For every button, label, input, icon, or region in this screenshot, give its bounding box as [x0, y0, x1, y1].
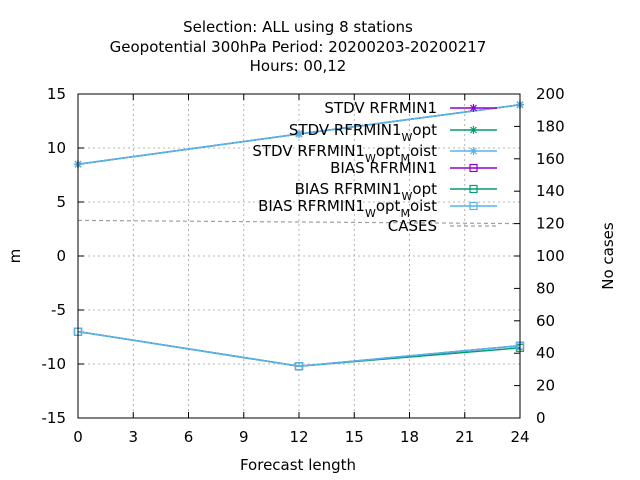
data-point: [295, 129, 303, 138]
legend-label-subscript: M: [400, 207, 410, 220]
legend-label-text: STDV RFRMIN1: [289, 121, 402, 139]
legend-label-text: oist: [410, 197, 437, 215]
legend-label: STDV RFRMIN1WoptMoist: [252, 142, 437, 165]
y2-tick-label: 120: [536, 215, 565, 233]
series-6: [77, 219, 521, 225]
legend-entry-4: BIAS RFRMIN1Wopt: [295, 180, 497, 203]
chart-title-line-2: Geopotential 300hPa Period: 20200203-202…: [110, 38, 487, 56]
legend-label-text: opt: [412, 121, 437, 139]
x-tick-label: 24: [510, 428, 529, 446]
y2-tick-label: 60: [536, 312, 555, 330]
tick-marks: [77, 93, 521, 419]
y2-tick-label: 0: [536, 409, 546, 427]
y-tick-label: 10: [47, 139, 66, 157]
legend-label-text: BIAS RFRMIN1: [258, 197, 365, 215]
series-line: [77, 219, 521, 225]
legend-entry-3: BIAS RFRMIN1: [330, 159, 497, 177]
x-tick-label: 9: [239, 428, 249, 446]
legend-label-subscript: W: [365, 152, 376, 165]
legend-label-text: oist: [410, 142, 437, 160]
y-tick-label: -15: [42, 409, 67, 427]
y2-tick-label: 20: [536, 377, 555, 395]
y-tick-label: 0: [56, 247, 66, 265]
legend-label-text: CASES: [388, 217, 437, 235]
legend-label: STDV RFRMIN1Wopt: [289, 121, 437, 144]
legend-entry-6: CASES: [388, 217, 497, 235]
legend-sample-marker: [469, 126, 478, 134]
x-tick-label: 0: [73, 428, 83, 446]
y2-tick-label: 140: [536, 182, 565, 200]
legend-label-text: BIAS RFRMIN1: [295, 180, 402, 198]
x-tick-label: 18: [400, 428, 419, 446]
x-tick-label: 6: [184, 428, 194, 446]
legend-label-subscript: W: [402, 190, 413, 203]
x-tick-label: 12: [289, 428, 308, 446]
legend-label-subscript: M: [400, 152, 410, 165]
series-line: [77, 330, 521, 367]
y2-tick-label: 160: [536, 150, 565, 168]
chart-title-line-1: Selection: ALL using 8 stations: [183, 18, 413, 36]
data-point: [294, 362, 304, 371]
y-tick-label: -10: [42, 355, 67, 373]
legend-label: BIAS RFRMIN1: [330, 159, 437, 177]
legend-entry-5: BIAS RFRMIN1WoptMoist: [258, 197, 497, 220]
legend-label: BIAS RFRMIN1WoptMoist: [258, 197, 437, 220]
legend-label: CASES: [388, 217, 437, 235]
x-axis-label: Forecast length: [240, 456, 356, 474]
grid: [78, 94, 520, 418]
legend-sample-marker: [469, 163, 478, 173]
y-tick-label: -5: [51, 301, 66, 319]
y2-tick-label: 40: [536, 344, 555, 362]
legend-entry-2: STDV RFRMIN1WoptMoist: [252, 142, 497, 165]
x-tick-label: 21: [455, 428, 474, 446]
legend-label-text: BIAS RFRMIN1: [330, 159, 437, 177]
legend-entry-0: STDV RFRMIN1: [324, 99, 497, 117]
y2-tick-label: 80: [536, 279, 555, 297]
y2-tick-label: 180: [536, 117, 565, 135]
legend-label-text: opt: [412, 180, 437, 198]
legend-sample-marker: [469, 104, 478, 112]
series-line: [77, 330, 521, 367]
legend-sample-marker: [469, 201, 478, 211]
y-tick-label: 15: [47, 85, 66, 103]
y2-tick-label: 100: [536, 247, 565, 265]
legend-sample-marker: [469, 184, 478, 194]
chart-title-line-3: Hours: 00,12: [250, 57, 347, 75]
legend-label-text: opt: [376, 197, 401, 215]
legend-label: BIAS RFRMIN1Wopt: [295, 180, 437, 203]
legend-label-text: STDV RFRMIN1: [252, 142, 365, 160]
y2-axis-label: No cases: [599, 222, 617, 290]
x-tick-label: 3: [128, 428, 138, 446]
legend-label-subscript: W: [365, 207, 376, 220]
legend-label-text: opt: [376, 142, 401, 160]
y-tick-label: 5: [56, 193, 66, 211]
legend-label: STDV RFRMIN1: [324, 99, 437, 117]
series-line: [77, 330, 521, 367]
legend-label-text: STDV RFRMIN1: [324, 99, 437, 117]
x-tick-label: 15: [345, 428, 364, 446]
y-axis-label: m: [6, 249, 24, 264]
tick-labels: 0 3 6 9 12 15 18 21 24 -15 -10 -5 0 5 10 15 0 20 40 60 80 100…: [42, 85, 565, 446]
legend-sample-marker: [469, 147, 478, 155]
legend-label-subscript: W: [402, 131, 413, 144]
legend-entry-1: STDV RFRMIN1Wopt: [289, 121, 497, 144]
y2-tick-label: 200: [536, 85, 565, 103]
